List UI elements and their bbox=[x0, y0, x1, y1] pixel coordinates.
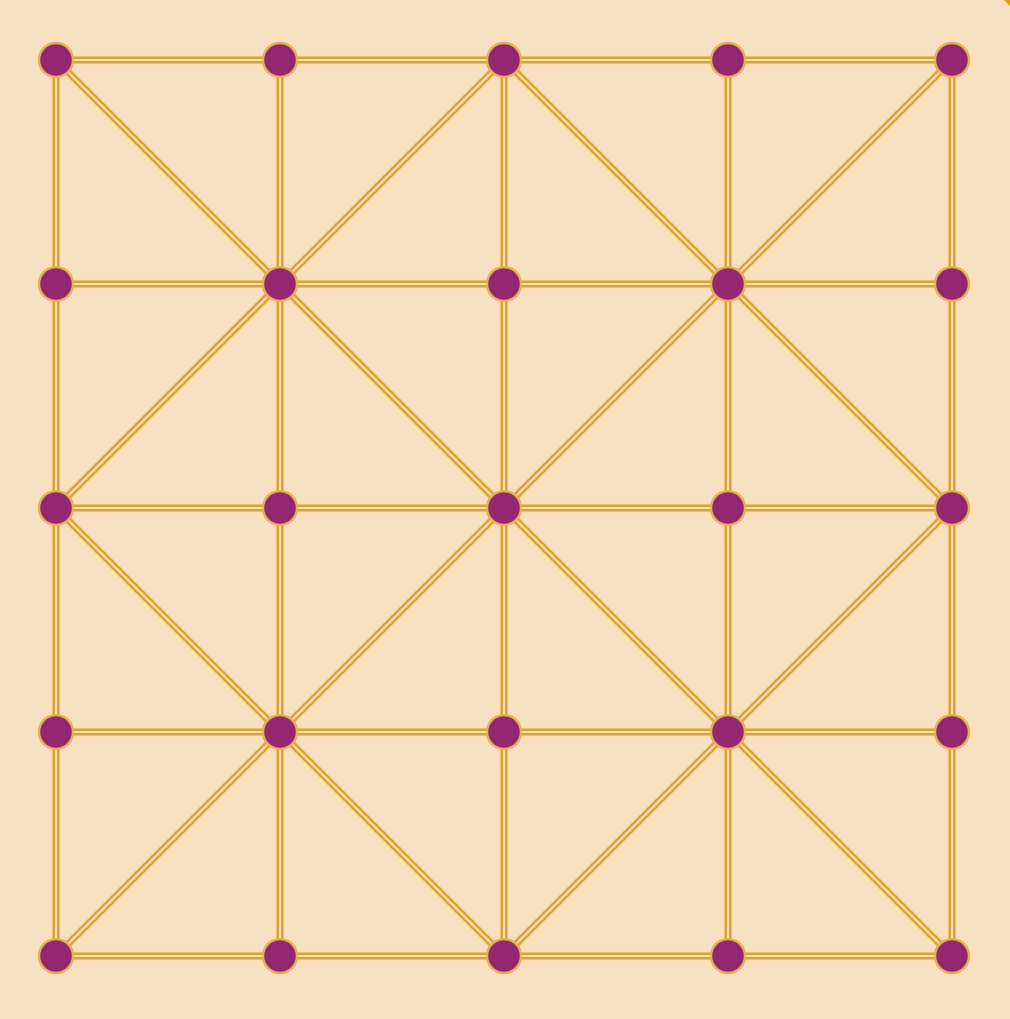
game-piece[interactable] bbox=[261, 937, 299, 975]
game-piece[interactable] bbox=[709, 265, 747, 303]
board-line-diagonal-inner bbox=[55, 59, 281, 285]
game-piece[interactable] bbox=[37, 937, 75, 975]
game-piece[interactable] bbox=[485, 41, 523, 79]
board-line-diagonal-inner bbox=[727, 283, 953, 509]
board-line-diagonal-inner bbox=[55, 731, 281, 957]
board-line-diagonal-inner bbox=[727, 59, 953, 285]
board-line-diagonal-inner bbox=[503, 507, 729, 733]
game-piece[interactable] bbox=[709, 713, 747, 751]
game-piece[interactable] bbox=[37, 265, 75, 303]
board-line-diagonal-inner bbox=[279, 507, 505, 733]
game-piece[interactable] bbox=[485, 265, 523, 303]
game-piece[interactable] bbox=[37, 41, 75, 79]
game-piece[interactable] bbox=[933, 489, 971, 527]
board-line-diagonal-inner bbox=[55, 283, 281, 509]
game-piece[interactable] bbox=[709, 937, 747, 975]
game-piece[interactable] bbox=[709, 489, 747, 527]
board-pieces bbox=[37, 41, 971, 975]
game-piece[interactable] bbox=[261, 489, 299, 527]
game-piece[interactable] bbox=[709, 41, 747, 79]
board-line-diagonal-inner bbox=[279, 283, 505, 509]
game-piece[interactable] bbox=[933, 265, 971, 303]
game-piece[interactable] bbox=[37, 489, 75, 527]
board-line-diagonal-inner bbox=[279, 731, 505, 957]
game-piece[interactable] bbox=[261, 265, 299, 303]
game-piece[interactable] bbox=[933, 41, 971, 79]
game-piece[interactable] bbox=[933, 713, 971, 751]
game-piece[interactable] bbox=[261, 713, 299, 751]
board-line-diagonal-inner bbox=[727, 507, 953, 733]
board-line-diagonal-inner bbox=[503, 59, 729, 285]
corner-accent bbox=[1004, 0, 1010, 6]
board-line-diagonal-inner bbox=[503, 283, 729, 509]
board-line-diagonal-inner bbox=[279, 59, 505, 285]
game-piece[interactable] bbox=[485, 937, 523, 975]
board-line-diagonal-inner bbox=[55, 507, 281, 733]
game-piece[interactable] bbox=[485, 489, 523, 527]
game-piece[interactable] bbox=[261, 41, 299, 79]
game-piece[interactable] bbox=[37, 713, 75, 751]
board-line-diagonal-inner bbox=[727, 731, 953, 957]
game-piece[interactable] bbox=[485, 713, 523, 751]
game-piece[interactable] bbox=[933, 937, 971, 975]
board-line-diagonal-inner bbox=[503, 731, 729, 957]
